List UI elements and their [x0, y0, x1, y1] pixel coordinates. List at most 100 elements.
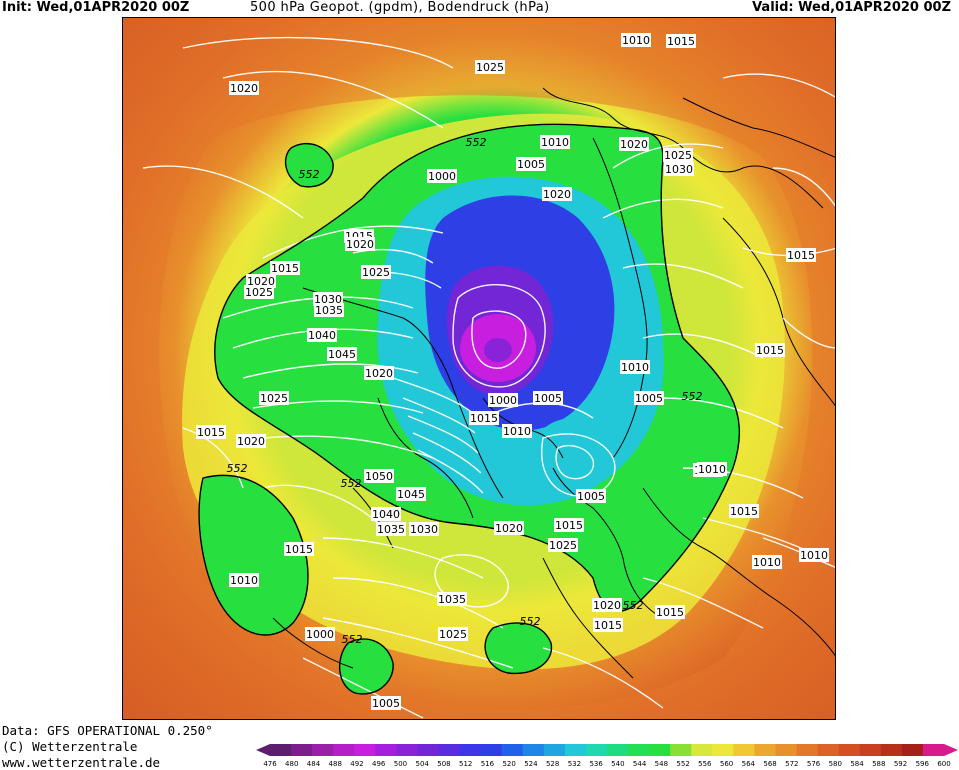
isobar-label: 1015 — [469, 411, 499, 425]
svg-text:1040: 1040 — [372, 508, 400, 521]
isobar-label: 1040 — [307, 328, 337, 342]
svg-text:1030: 1030 — [410, 523, 438, 536]
geopotential-label: 552 — [342, 633, 363, 646]
svg-text:1035: 1035 — [438, 593, 466, 606]
svg-text:1050: 1050 — [365, 470, 393, 483]
svg-text:1015: 1015 — [271, 262, 299, 275]
svg-text:1020: 1020 — [495, 522, 523, 535]
colorbar-swatch — [375, 744, 397, 756]
svg-text:1010: 1010 — [503, 425, 531, 438]
svg-text:1035: 1035 — [377, 523, 405, 536]
svg-text:1045: 1045 — [397, 488, 425, 501]
colorbar-tick-label: 556 — [698, 760, 712, 768]
colorbar-swatch — [291, 744, 313, 756]
colorbar-swatch — [733, 744, 755, 756]
isobar-label: 1020 — [246, 274, 276, 288]
trough-region-atlantic — [485, 623, 552, 674]
valid-time-label: Valid: Wed,01APR2020 00Z — [752, 0, 951, 15]
colorbar-tick-label: 536 — [589, 760, 603, 768]
isobar-label: 1015 — [554, 518, 584, 532]
color-scale-bar: 476 480 484 488 492 496 500 504 508 512 516 520 524 5… — [256, 744, 958, 768]
colorbar-swatch — [817, 744, 840, 756]
isobar-label: 1025 — [438, 627, 468, 641]
colorbar-swatch — [564, 744, 587, 756]
isobar-label: 1025 — [548, 538, 578, 552]
colorbar-tick-label: 492 — [350, 760, 363, 768]
svg-text:1015: 1015 — [285, 543, 313, 556]
isobar-label: 1005 — [634, 391, 664, 405]
isobar-label: 1010 — [697, 462, 727, 476]
isobar-label: 1035 — [437, 592, 467, 606]
colorbar-tick-label: 508 — [437, 760, 450, 768]
colorbar-tick-label: 596 — [916, 760, 930, 768]
isobar-label: 1020 — [345, 237, 375, 251]
trough-region-west — [199, 475, 308, 635]
colorbar-swatch — [333, 744, 355, 756]
isobar-label: 1045 — [396, 487, 426, 501]
colorbar-swatch — [922, 744, 945, 756]
isobar-label: 1010 — [799, 548, 829, 562]
colorbar-tick-label: 524 — [524, 760, 538, 768]
isobar-label: 1020 — [364, 366, 394, 380]
isobar-label: 1010 — [229, 573, 259, 587]
weather-map[interactable]: 1010 1025 1020 1015 1025 1010 1020 1030 1005 1020… — [122, 17, 836, 720]
svg-text:552: 552 — [299, 168, 320, 181]
colorbar-tick-label: 576 — [807, 760, 821, 768]
colorbar-swatch — [775, 744, 798, 756]
isobar-label: 1035 — [376, 522, 406, 536]
svg-text:1020: 1020 — [346, 238, 374, 251]
website-link[interactable]: www.wetterzentrale.de — [2, 755, 161, 770]
colorbar-tick-label: 548 — [655, 760, 668, 768]
svg-text:1020: 1020 — [620, 138, 648, 151]
geopotential-label: 552 — [299, 168, 320, 181]
isobar-label: 1025 — [475, 60, 505, 74]
isobar-label: 1015 — [755, 343, 785, 357]
isobar-label: 1020 — [236, 434, 266, 448]
svg-text:1005: 1005 — [534, 392, 562, 405]
isobar-label: 1010 — [752, 555, 782, 569]
svg-text:552: 552 — [520, 615, 541, 628]
isobar-label: 1015 — [729, 504, 759, 518]
svg-text:1030: 1030 — [314, 293, 342, 306]
geopotential-552-contours — [198, 123, 741, 695]
svg-text:1020: 1020 — [237, 435, 265, 448]
isobar-label: 1010 — [502, 424, 532, 438]
svg-text:1015: 1015 — [667, 35, 695, 48]
svg-text:1015: 1015 — [756, 344, 784, 357]
colorbar-tick-label: 600 — [937, 760, 950, 768]
colorbar-swatch — [585, 744, 608, 756]
svg-text:1025: 1025 — [549, 539, 577, 552]
svg-text:1010: 1010 — [622, 34, 650, 47]
svg-text:552: 552 — [227, 462, 248, 475]
colorbar-tick-label: 588 — [872, 760, 885, 768]
svg-text:1025: 1025 — [476, 61, 504, 74]
colorbar-tick-label: 500 — [394, 760, 407, 768]
isobar-label: 1025 — [259, 391, 289, 405]
coastlines — [272, 87, 835, 679]
svg-text:1005: 1005 — [577, 490, 605, 503]
colorbar-tick-label: 496 — [372, 760, 386, 768]
svg-text:1020: 1020 — [247, 275, 275, 288]
svg-text:1020: 1020 — [365, 367, 393, 380]
svg-text:1015: 1015 — [730, 505, 758, 518]
colorbar-swatch — [522, 744, 545, 756]
colorbar-tick-label: 476 — [263, 760, 277, 768]
geopotential-label: 552 — [520, 615, 541, 628]
colorbar-swatch — [396, 744, 418, 756]
colorbar-min-arrow — [256, 744, 270, 756]
svg-text:1010: 1010 — [800, 549, 828, 562]
svg-text:1025: 1025 — [439, 628, 467, 641]
isobar-label: 1020 — [619, 137, 649, 151]
svg-text:1005: 1005 — [372, 697, 400, 710]
colorbar-tick-label: 560 — [720, 760, 733, 768]
svg-text:1040: 1040 — [308, 329, 336, 342]
svg-text:1015: 1015 — [555, 519, 583, 532]
svg-text:1005: 1005 — [635, 392, 663, 405]
warm-belt — [123, 18, 835, 719]
svg-text:1030: 1030 — [665, 163, 693, 176]
colorbar-swatch — [270, 744, 292, 756]
isobar-label: 1025 — [663, 148, 693, 162]
colorbar-swatch — [838, 744, 861, 756]
isobar-label: 1000 — [305, 627, 335, 641]
